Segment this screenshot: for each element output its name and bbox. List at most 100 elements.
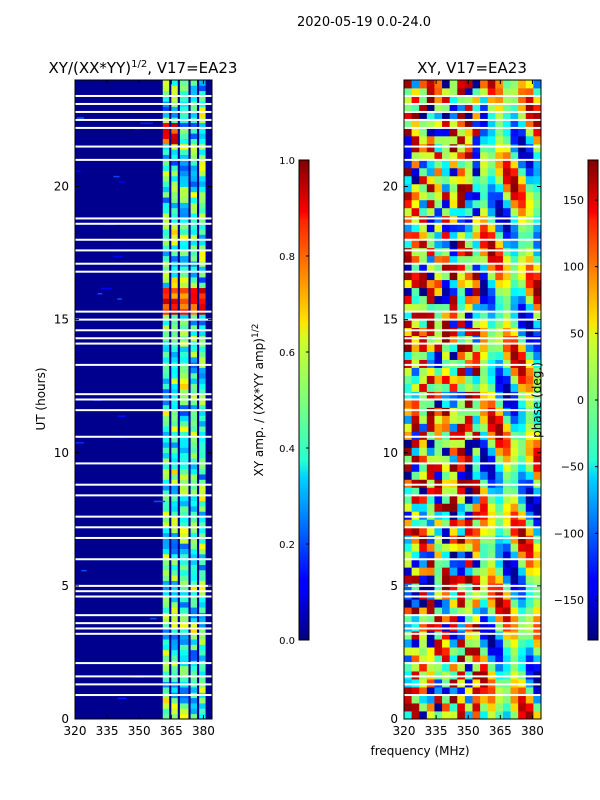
phase-cell [487, 303, 496, 313]
phase-cell [464, 671, 473, 680]
phase-cell [495, 511, 504, 520]
phase-cell [510, 175, 519, 185]
amplitude-flagged-row [75, 363, 212, 366]
phase-cell [495, 183, 504, 193]
phase-cell [518, 359, 527, 368]
phase-cell [533, 359, 541, 368]
phase-cell [525, 695, 534, 704]
amplitude-cell [199, 165, 206, 171]
phase-cell [426, 239, 435, 249]
phase-cell [434, 527, 443, 536]
phase-cell [411, 119, 420, 129]
amplitude-cell [162, 351, 170, 358]
amplitude-cell [190, 607, 198, 613]
amplitude-cell [190, 410, 198, 416]
phase-cell [510, 543, 519, 552]
amplitude-cell [171, 250, 178, 257]
phase-cell [449, 359, 458, 368]
phase-cell [533, 583, 541, 592]
phase-cell [487, 615, 496, 624]
phase-cell [510, 439, 519, 448]
phase-cell [411, 167, 420, 177]
phase-cell [449, 271, 458, 281]
phase-cell [502, 303, 511, 313]
amplitude-cell [171, 181, 178, 187]
phase-cell [495, 279, 504, 289]
phase-cell [449, 439, 458, 448]
amplitude-cell [179, 569, 189, 576]
phase-cell [480, 143, 489, 153]
amplitude-cell [190, 420, 198, 427]
phase-cell [464, 343, 473, 352]
amplitude-cell [199, 399, 206, 406]
phase-cell [457, 647, 466, 656]
phase-cell [464, 503, 473, 512]
phase-cell [518, 335, 527, 344]
phase-cell [457, 215, 466, 225]
amplitude-speckle [113, 175, 120, 178]
phase-cell [434, 215, 443, 225]
amplitude-cell [171, 458, 178, 464]
phase-cell [434, 103, 443, 113]
phase-cell [472, 391, 481, 400]
phase-cell [518, 111, 527, 121]
phase-cell [457, 391, 466, 400]
phase-cell [495, 215, 504, 225]
amplitude-cell [162, 282, 170, 289]
phase-cell [502, 231, 511, 241]
amplitude-cell [162, 394, 170, 400]
phase-cell [480, 519, 489, 528]
amplitude-cell [162, 559, 170, 565]
phase-cell [518, 487, 527, 496]
phase-cell [419, 167, 428, 177]
phase-colorbar-label: phase (deg.) [530, 362, 544, 438]
phase-cell [487, 175, 496, 185]
phase-cell [525, 407, 534, 416]
phase-cell [419, 279, 428, 289]
phase-cell [442, 343, 451, 352]
phase-cell [464, 479, 473, 488]
phase-cell [487, 527, 496, 536]
amplitude-cell [162, 80, 170, 86]
amplitude-cell [171, 559, 178, 565]
phase-cell [502, 167, 511, 177]
phase-cell [457, 343, 466, 352]
phase-cell [525, 95, 534, 105]
amplitude-cell [162, 511, 170, 518]
phase-flagged-row [404, 536, 541, 539]
amplitude-cell [179, 314, 189, 321]
phase-cell [434, 375, 443, 384]
phase-cell [495, 607, 504, 616]
phase-cell [525, 199, 534, 209]
phase-cell [434, 543, 443, 552]
phase-cell [487, 271, 496, 281]
amplitude-cell [162, 287, 170, 294]
phase-cell [487, 591, 496, 600]
phase-cell [411, 199, 420, 209]
amplitude-cell [190, 532, 198, 539]
phase-cell [419, 511, 428, 520]
amplitude-cell [179, 239, 189, 246]
phase-cell [533, 367, 541, 376]
amplitude-cell [190, 202, 198, 209]
phase-cell [457, 143, 466, 153]
amplitude-panel: XY/(XX*YY)1/2, V17=EA23 320 335 350 365 380 … [34, 59, 237, 738]
amplitude-flagged-row [75, 329, 212, 332]
phase-cell [411, 647, 420, 656]
phase-cell [533, 215, 541, 225]
phase-cell [442, 447, 451, 456]
amplitude-cell [179, 617, 189, 624]
phase-cell [411, 407, 420, 416]
phase-cell [442, 455, 451, 464]
phase-cell [404, 695, 413, 704]
phase-cell [525, 279, 534, 289]
phase-flagged-row [404, 238, 541, 241]
phase-cell [502, 175, 511, 185]
phase-xtick-label: 365 [489, 724, 512, 738]
phase-cell [449, 399, 458, 408]
phase-cell [434, 343, 443, 352]
amplitude-cell [199, 170, 206, 177]
phase-cell [518, 447, 527, 456]
phase-cell [434, 143, 443, 153]
amplitude-cell [171, 447, 178, 454]
